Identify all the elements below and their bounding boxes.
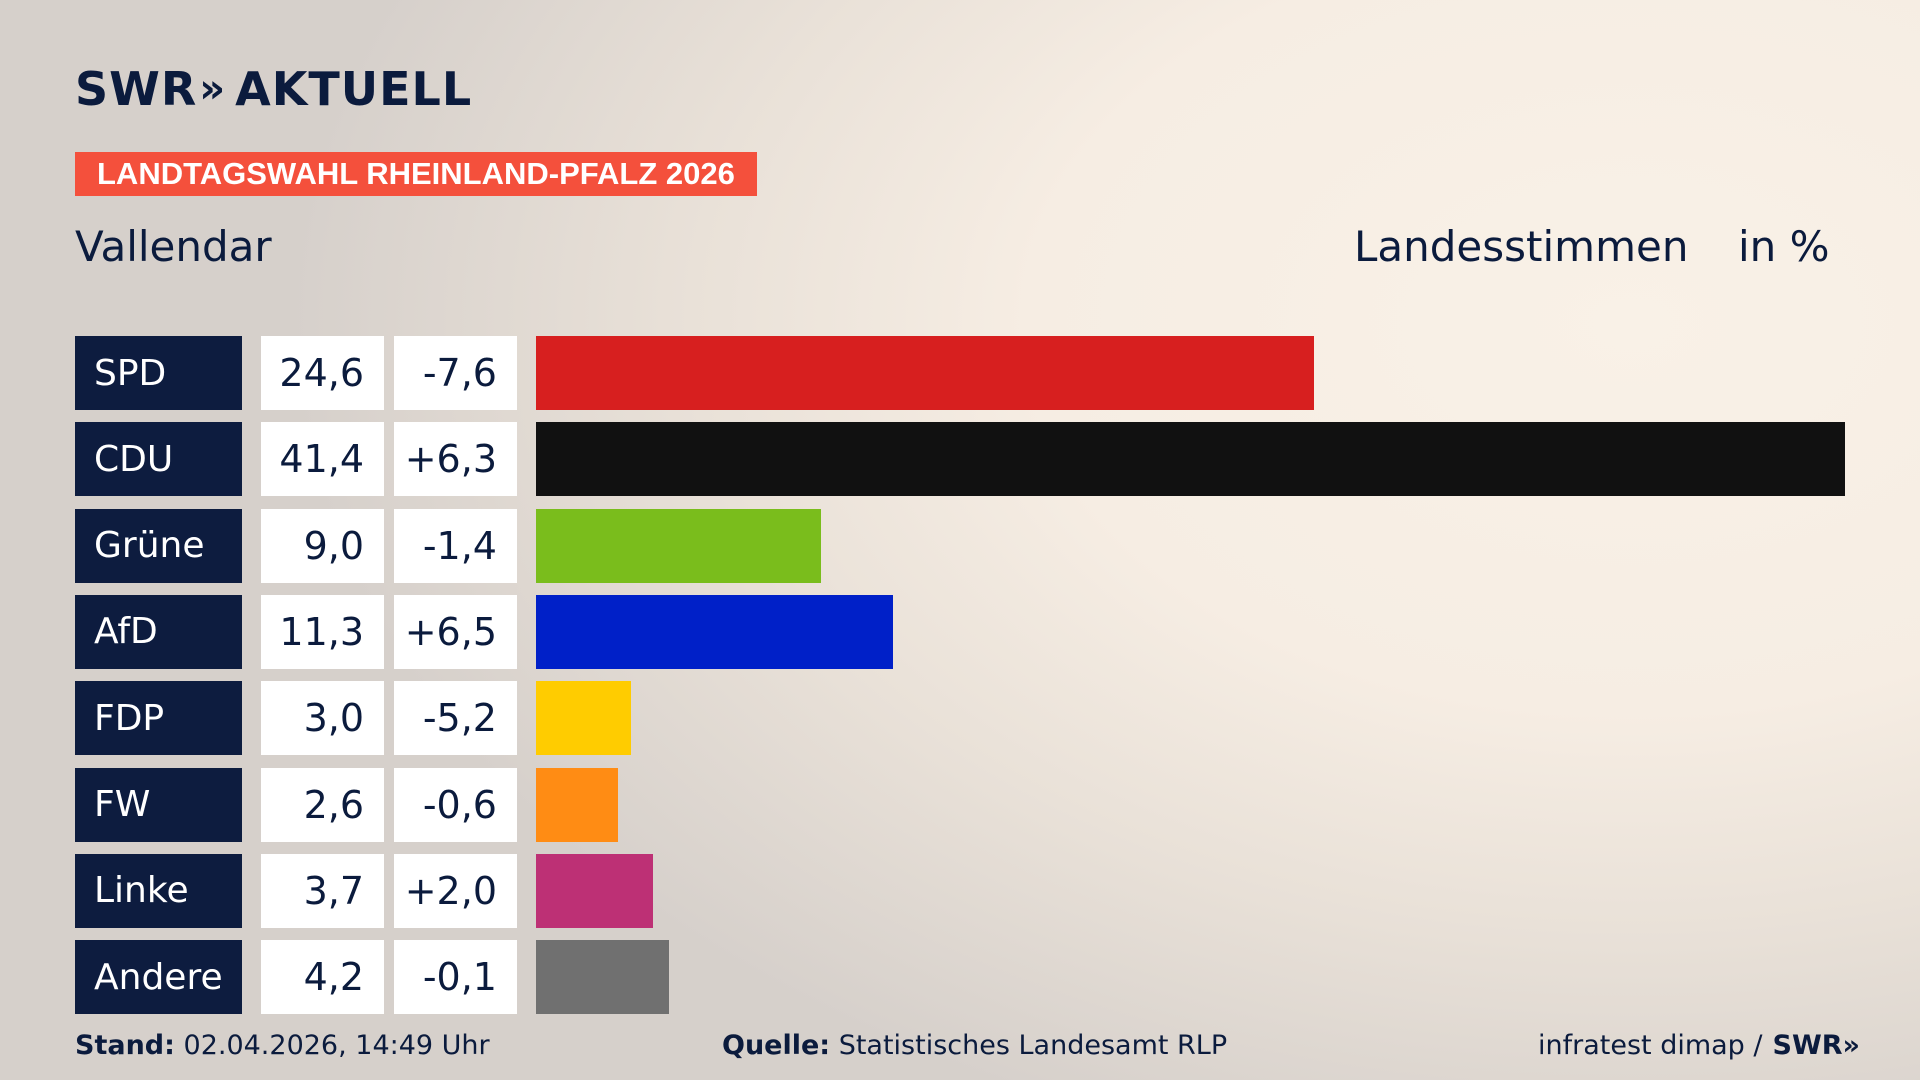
vote-share-value: 41,4 bbox=[261, 422, 384, 497]
result-bar bbox=[536, 940, 669, 1015]
swr-aktuell-logo: SWR » AKTUELL bbox=[75, 66, 472, 112]
result-row: FW 2,6 -0,6 bbox=[75, 767, 1855, 842]
vote-share-value: 2,6 bbox=[261, 767, 384, 842]
result-bar bbox=[536, 853, 653, 928]
vote-share-change: +2,0 bbox=[394, 853, 517, 928]
result-bar bbox=[536, 508, 821, 583]
result-bar bbox=[536, 594, 893, 669]
vote-share-change: +6,3 bbox=[394, 422, 517, 497]
result-row: AfD 11,3 +6,5 bbox=[75, 594, 1855, 669]
footer-source: Quelle: Statistisches Landesamt RLP bbox=[722, 1030, 1227, 1061]
vote-share-value: 24,6 bbox=[261, 336, 384, 410]
footer-stand: Stand: 02.04.2026, 14:49 Uhr bbox=[75, 1030, 490, 1061]
vote-share-change: -7,6 bbox=[394, 336, 517, 410]
vote-share-change: -5,2 bbox=[394, 681, 517, 756]
result-bar bbox=[536, 681, 631, 756]
result-row: Andere 4,2 -0,1 bbox=[75, 940, 1855, 1015]
party-label: SPD bbox=[75, 336, 242, 410]
election-banner: LANDTAGSWAHL RHEINLAND-PFALZ 2026 bbox=[75, 152, 757, 196]
vote-share-change: +6,5 bbox=[394, 594, 517, 669]
region-title: Vallendar bbox=[75, 222, 272, 271]
result-bar bbox=[536, 422, 1845, 497]
logo-swr: SWR bbox=[75, 62, 198, 116]
footer-credit: infratest dimap / SWR» bbox=[1538, 1030, 1860, 1061]
unit-label: in % bbox=[1738, 222, 1830, 271]
party-label: Linke bbox=[75, 853, 242, 928]
result-row: FDP 3,0 -5,2 bbox=[75, 681, 1855, 756]
credit-text: infratest dimap / bbox=[1538, 1030, 1763, 1061]
vote-share-change: -1,4 bbox=[394, 508, 517, 583]
stand-value: 02.04.2026, 14:49 Uhr bbox=[183, 1030, 490, 1061]
chevron-right-icon: » bbox=[199, 66, 225, 112]
result-row: CDU 41,4 +6,3 bbox=[75, 422, 1855, 497]
result-row: Linke 3,7 +2,0 bbox=[75, 853, 1855, 928]
result-row: Grüne 9,0 -1,4 bbox=[75, 508, 1855, 583]
logo-aktuell: AKTUELL bbox=[235, 62, 473, 116]
vote-share-value: 3,0 bbox=[261, 681, 384, 756]
vote-type-label: Landesstimmen bbox=[1354, 222, 1689, 271]
vote-share-value: 4,2 bbox=[261, 940, 384, 1015]
result-bar bbox=[536, 336, 1314, 410]
party-label: Andere bbox=[75, 940, 242, 1015]
vote-share-value: 11,3 bbox=[261, 594, 384, 669]
vote-share-change: -0,1 bbox=[394, 940, 517, 1015]
source-label: Quelle: bbox=[722, 1030, 831, 1061]
stand-label: Stand: bbox=[75, 1030, 175, 1061]
party-label: AfD bbox=[75, 594, 242, 669]
swr-mini-logo: SWR» bbox=[1772, 1030, 1860, 1061]
party-label: Grüne bbox=[75, 508, 242, 583]
vote-share-value: 9,0 bbox=[261, 508, 384, 583]
party-label: FDP bbox=[75, 681, 242, 756]
result-row: SPD 24,6 -7,6 bbox=[75, 336, 1855, 410]
party-label: CDU bbox=[75, 422, 242, 497]
vote-share-value: 3,7 bbox=[261, 853, 384, 928]
party-label: FW bbox=[75, 767, 242, 842]
source-value: Statistisches Landesamt RLP bbox=[838, 1030, 1228, 1061]
result-bar bbox=[536, 767, 618, 842]
vote-share-change: -0,6 bbox=[394, 767, 517, 842]
